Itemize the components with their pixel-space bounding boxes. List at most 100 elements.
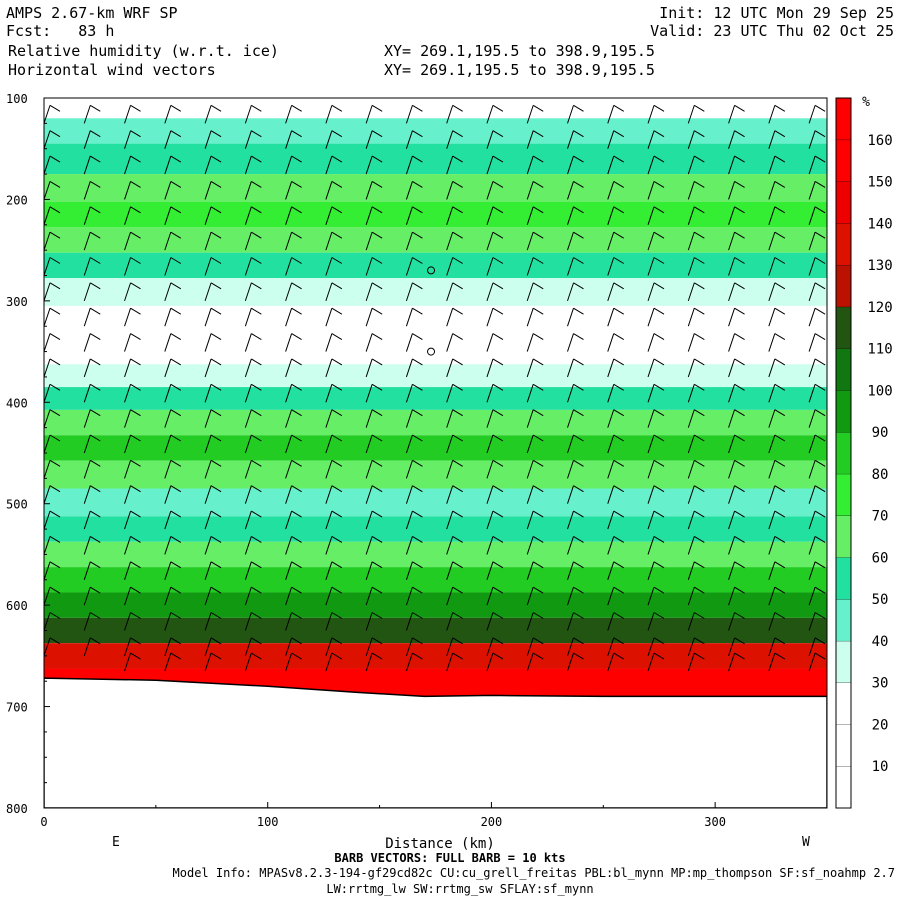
colorbar: 10 20 30 40 50 60 70 80 90 100 110 120 130 140 150 160% bbox=[835, 95, 893, 809]
wind-barb bbox=[204, 130, 222, 149]
wind-barb bbox=[204, 535, 222, 555]
wind-barb bbox=[285, 206, 302, 225]
wind-barb bbox=[446, 206, 463, 225]
wind-barb bbox=[325, 510, 343, 530]
cross-section-coords-1: XY= 269.1,195.5 to 398.9,195.5 bbox=[384, 42, 655, 60]
wind-barb bbox=[285, 535, 302, 555]
wind-barb bbox=[607, 98, 609, 99]
colorbar-swatch bbox=[836, 98, 851, 140]
colorbar-swatch bbox=[836, 265, 851, 307]
wind-barb bbox=[446, 612, 463, 631]
wind-barb bbox=[244, 586, 262, 606]
colorbar-unit: % bbox=[862, 95, 870, 110]
colorbar-swatch bbox=[836, 599, 851, 641]
wind-barb bbox=[526, 459, 544, 479]
wind-barb bbox=[124, 586, 141, 606]
wind-barb bbox=[607, 409, 625, 428]
wind-barb bbox=[325, 561, 343, 580]
wind-barb bbox=[768, 282, 786, 302]
wind-barb bbox=[687, 231, 705, 251]
wind-barb bbox=[405, 231, 423, 251]
wind-barb bbox=[567, 637, 584, 657]
wind-barb bbox=[728, 485, 745, 504]
humidity-band bbox=[44, 174, 827, 202]
colorbar-frame bbox=[835, 97, 852, 809]
wind-barb bbox=[728, 104, 745, 124]
wind-barb bbox=[728, 98, 730, 99]
colorbar-swatch bbox=[836, 348, 851, 391]
y-tick-label: 300 bbox=[6, 295, 28, 309]
wind-barb bbox=[204, 155, 222, 175]
wind-barb bbox=[687, 409, 705, 428]
wind-barb bbox=[204, 383, 222, 403]
wind-barb bbox=[567, 612, 584, 631]
wind-barb bbox=[285, 652, 302, 672]
wind-barb bbox=[285, 257, 302, 276]
wind-barb bbox=[244, 257, 262, 276]
wind-barb bbox=[365, 231, 383, 251]
wind-barb bbox=[83, 561, 101, 580]
wind-barb bbox=[405, 652, 423, 672]
wind-barb bbox=[204, 257, 222, 276]
wind-barb bbox=[44, 130, 61, 149]
wind-barb bbox=[244, 652, 262, 672]
wind-barb bbox=[486, 155, 504, 175]
wind-barb bbox=[687, 459, 705, 479]
wind-barb bbox=[44, 612, 61, 631]
wind-barb bbox=[486, 104, 504, 124]
wind-barb bbox=[808, 586, 826, 606]
wind-barb bbox=[325, 383, 343, 403]
wind-barb bbox=[164, 282, 182, 302]
wind-barb bbox=[526, 434, 544, 454]
wind-barb bbox=[768, 383, 786, 403]
wind-barb bbox=[365, 561, 383, 580]
wind-barb bbox=[647, 459, 665, 479]
wind-barb bbox=[164, 409, 182, 428]
wind-barb bbox=[607, 459, 625, 479]
wind-barb bbox=[285, 231, 302, 251]
axes: 100 200 300 400 500 600 700 800 0 100 200 300 bbox=[6, 92, 828, 829]
wind-barb bbox=[728, 535, 745, 555]
wind-barb bbox=[728, 434, 745, 454]
wind-barb bbox=[486, 652, 504, 672]
wind-barb bbox=[325, 231, 343, 251]
humidity-band bbox=[44, 98, 827, 119]
wind-barb bbox=[808, 358, 826, 378]
wind-barb bbox=[405, 485, 423, 504]
wind-barb bbox=[768, 257, 786, 276]
wind-barb bbox=[446, 231, 463, 251]
wind-barb bbox=[204, 459, 222, 479]
wind-barb bbox=[83, 612, 101, 631]
wind-barb bbox=[83, 637, 101, 657]
wind-barb bbox=[405, 612, 423, 631]
wind-barb bbox=[526, 155, 544, 175]
wind-barb bbox=[526, 358, 544, 378]
y-tick-label: 700 bbox=[6, 701, 28, 715]
wind-barb bbox=[526, 586, 544, 606]
humidity-band bbox=[44, 643, 827, 669]
wind-barb bbox=[687, 104, 705, 124]
wind-barb bbox=[768, 333, 786, 352]
wind-barb bbox=[83, 104, 101, 124]
humidity-band bbox=[44, 118, 827, 144]
wind-barb bbox=[647, 307, 665, 327]
wind-barb bbox=[325, 155, 343, 175]
wind-barb bbox=[808, 612, 826, 631]
wind-barb bbox=[647, 409, 665, 428]
wind-barb bbox=[567, 180, 584, 200]
wind-barb bbox=[607, 130, 625, 149]
wind-barb bbox=[647, 535, 665, 555]
wind-barb bbox=[405, 561, 423, 580]
wind-barb bbox=[647, 282, 665, 302]
wind-barb bbox=[486, 510, 504, 530]
wind-barb bbox=[204, 282, 222, 302]
wind-barb bbox=[567, 586, 584, 606]
wind-barb bbox=[607, 535, 625, 555]
wind-barb bbox=[728, 307, 745, 327]
wind-barb bbox=[607, 282, 625, 302]
humidity-band bbox=[44, 364, 827, 388]
wind-barb bbox=[285, 510, 302, 530]
wind-barb bbox=[365, 257, 383, 276]
wind-barb bbox=[164, 98, 166, 99]
wind-barb bbox=[204, 485, 222, 504]
